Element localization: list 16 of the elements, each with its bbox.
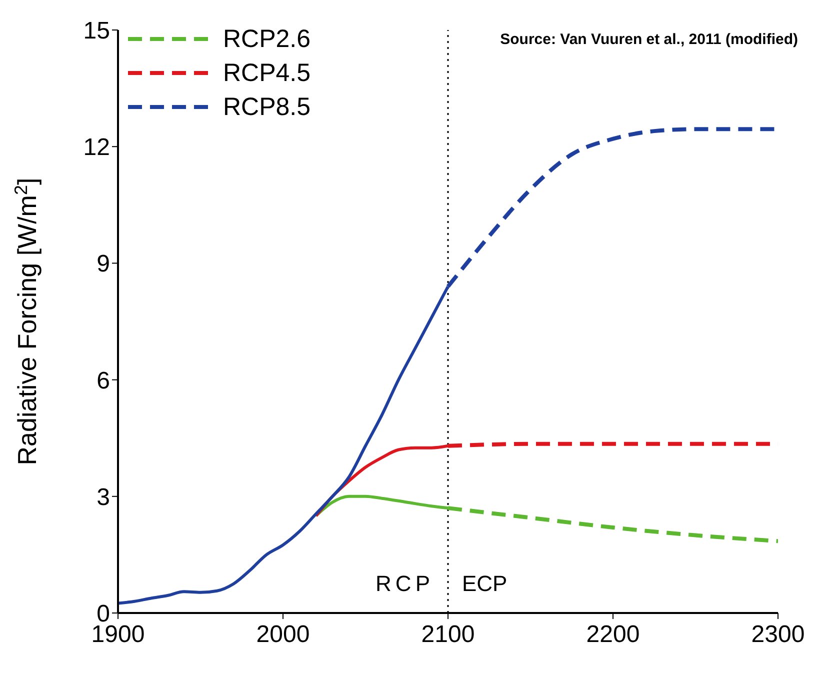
- legend-label: RCP8.5: [223, 92, 311, 122]
- annotation: Source: Van Vuuren et al., 2011 (modified): [500, 31, 798, 48]
- x-tick-label: 2200: [586, 621, 640, 648]
- legend-label: RCP4.5: [223, 58, 311, 88]
- annotation: RCP: [376, 571, 434, 596]
- x-tick-label: 2100: [421, 621, 475, 648]
- y-tick-label: 9: [96, 250, 110, 278]
- y-tick-label: 12: [83, 134, 110, 162]
- y-tick-label: 15: [83, 18, 110, 45]
- x-tick-label: 1900: [91, 621, 145, 648]
- y-tick-label: 3: [96, 484, 110, 511]
- annotation: ECP: [462, 571, 508, 596]
- x-tick-label: 2300: [751, 621, 805, 648]
- y-tick-label: 6: [96, 367, 110, 394]
- x-tick-label: 2000: [256, 621, 310, 648]
- legend-label: RCP2.6: [223, 24, 311, 54]
